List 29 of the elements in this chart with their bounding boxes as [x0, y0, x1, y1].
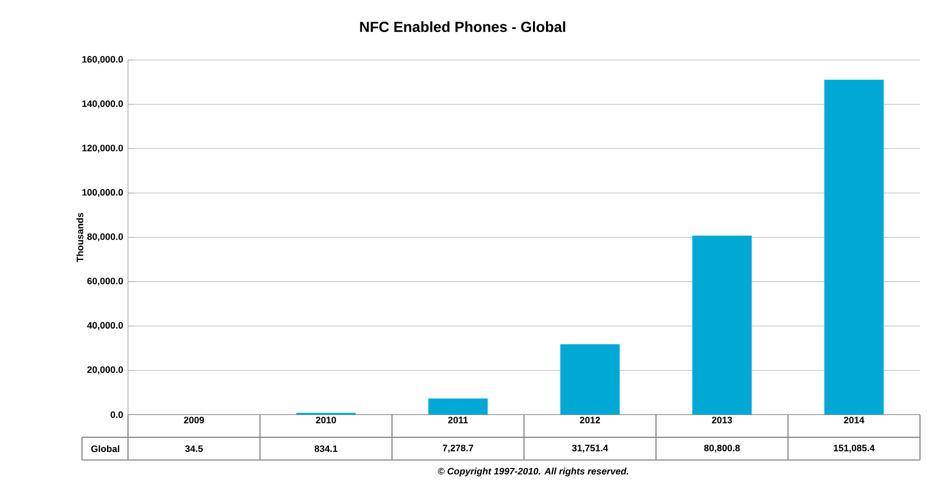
x-tick-label: 2011	[448, 416, 468, 424]
data-label: 80,800.8	[704, 444, 740, 453]
bar	[692, 236, 752, 415]
text: Global	[91, 445, 120, 452]
y-axis-title: Thousands	[76, 212, 84, 262]
x-tick-label: 2010	[316, 416, 336, 424]
data-label: 31,751.4	[572, 444, 608, 453]
y-tick-label: 140,000.0	[82, 100, 123, 108]
bar	[560, 344, 620, 415]
bar	[824, 80, 884, 415]
y-tick-label: 60,000.0	[87, 278, 123, 286]
chart-title: NFC Enabled Phones - Global	[360, 21, 566, 32]
y-tick-label: 80,000.0	[87, 233, 123, 242]
data-label: 834.1	[314, 445, 338, 452]
y-tick-label: 100,000.0	[82, 189, 123, 197]
bar	[428, 398, 488, 415]
x-tick-label: 2013	[712, 416, 732, 424]
data-label: 151,085.4	[834, 444, 875, 453]
y-tick-label: 20,000.0	[87, 366, 123, 374]
x-tick-label: 2012	[580, 416, 600, 424]
x-tick-label: 2009	[184, 416, 204, 424]
y-tick-label: 40,000.0	[87, 322, 123, 330]
y-tick-label: 120,000.0	[82, 144, 123, 153]
data-label: 7,278.7	[442, 444, 474, 453]
data-label: 34.5	[185, 445, 203, 452]
y-tick-label: 160,000.0	[82, 56, 123, 64]
x-tick-label: 2014	[844, 416, 864, 424]
y-tick-label: 0.0	[110, 411, 123, 418]
text: © Copyright 1997-2010. All rights reserved.	[438, 468, 628, 476]
